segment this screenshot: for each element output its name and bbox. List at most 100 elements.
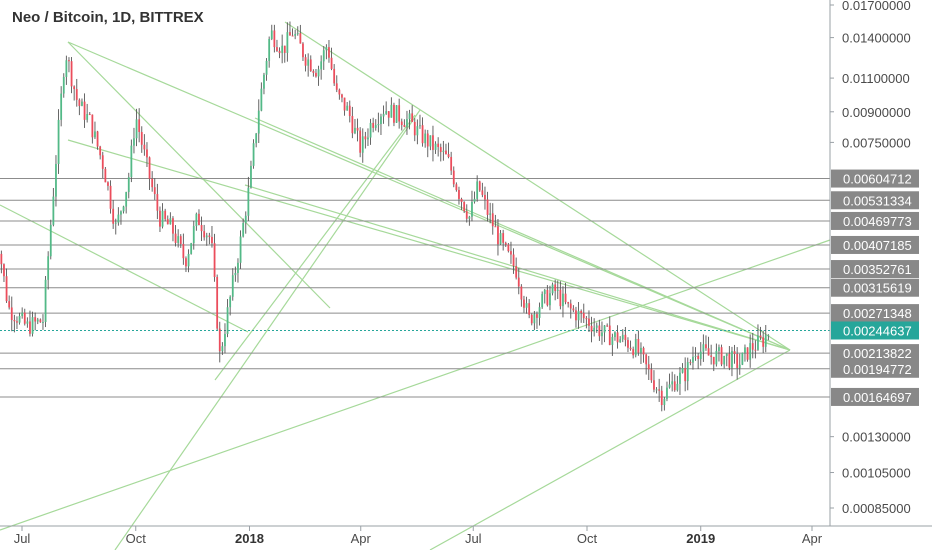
candle-body-up xyxy=(55,163,57,197)
candle-body-up xyxy=(499,233,502,245)
candle-body-up xyxy=(562,293,564,307)
candle-body-down xyxy=(564,293,567,303)
candle-body-up xyxy=(533,314,536,324)
candle-body-up xyxy=(127,177,130,193)
candle-body-up xyxy=(595,325,598,328)
candle-body-up xyxy=(434,143,437,150)
candle-body-up xyxy=(525,303,528,308)
y-tick-label: 0.00750000 xyxy=(842,135,911,150)
candle-body-up xyxy=(161,210,164,227)
candle-body-up xyxy=(354,127,356,134)
candle-body-down xyxy=(608,325,611,345)
candle-body-up xyxy=(252,143,255,166)
candle-body-down xyxy=(3,264,5,277)
candle-body-up xyxy=(424,133,427,144)
level-price-label: 0.00604712 xyxy=(843,172,912,187)
level-price-label: 0.00352761 xyxy=(843,262,912,277)
candle-body-down xyxy=(315,72,317,77)
candle-body-down xyxy=(751,343,754,350)
candle-body-up xyxy=(367,137,369,140)
candle-body-up xyxy=(294,34,297,36)
candle-body-down xyxy=(606,325,609,327)
candle-body-up xyxy=(286,32,289,53)
candle-body-down xyxy=(13,319,16,322)
candle-body-down xyxy=(68,60,70,62)
candle-body-down xyxy=(73,86,76,90)
candle-body-up xyxy=(177,236,180,243)
last-price-label-box xyxy=(831,321,919,340)
candle-body-down xyxy=(421,125,424,144)
candle-body-down xyxy=(283,45,286,53)
trendline xyxy=(429,349,791,550)
candle-body-down xyxy=(393,104,395,123)
candle-body-down xyxy=(712,356,715,365)
level-price-label: 0.00213822 xyxy=(843,346,912,361)
candle-body-down xyxy=(642,347,645,355)
candle-body-up xyxy=(205,235,208,238)
candle-body-up xyxy=(767,335,770,337)
candle-body-up xyxy=(65,60,68,77)
candle-body-up xyxy=(692,356,694,363)
candle-body-up xyxy=(122,206,125,212)
candle-body-down xyxy=(746,347,749,360)
candle-body-down xyxy=(372,122,375,128)
candle-body-down xyxy=(502,233,505,243)
candle-body-down xyxy=(213,243,216,277)
candle-body-down xyxy=(299,33,302,44)
candle-body-up xyxy=(21,312,24,316)
candle-body-up xyxy=(296,33,299,35)
level-price-label-box xyxy=(831,260,919,279)
candle-body-down xyxy=(198,213,200,226)
candle-body-down xyxy=(728,353,731,368)
y-tick-label: 0.00900000 xyxy=(842,105,911,120)
candle-body-down xyxy=(151,178,154,188)
candle-body-up xyxy=(601,332,603,337)
candle-body-up xyxy=(694,355,697,357)
candle-body-up xyxy=(681,368,684,373)
candle-body-down xyxy=(278,50,281,54)
candle-body-down xyxy=(218,328,221,352)
trendline xyxy=(67,41,791,351)
candle-body-up xyxy=(686,362,689,382)
level-price-label-box xyxy=(831,344,919,363)
candle-body-down xyxy=(398,105,401,122)
trendline xyxy=(0,239,831,531)
candle-body-up xyxy=(325,47,328,51)
candle-body-down xyxy=(216,276,219,329)
candle-body-down xyxy=(328,47,330,58)
level-price-label: 0.00271348 xyxy=(843,306,912,321)
candle-body-up xyxy=(725,353,728,356)
candle-body-down xyxy=(426,133,429,147)
candle-body-down xyxy=(351,116,354,134)
last-price-label: 0.00244637 xyxy=(843,324,912,339)
candle-body-down xyxy=(585,318,588,320)
candle-body-down xyxy=(203,231,206,238)
candle-body-up xyxy=(239,236,242,263)
candle-body-down xyxy=(211,236,213,244)
candle-body-up xyxy=(247,187,250,216)
candle-body-down xyxy=(335,83,338,90)
candle-body-down xyxy=(432,135,434,150)
candle-body-up xyxy=(473,198,476,202)
candle-body-down xyxy=(166,219,169,225)
candle-body-up xyxy=(385,111,388,114)
candle-body-down xyxy=(616,332,619,343)
candle-body-down xyxy=(515,266,518,278)
candle-body-up xyxy=(195,213,198,227)
candle-body-down xyxy=(83,101,86,120)
candle-body-up xyxy=(86,114,89,120)
candle-body-down xyxy=(762,337,765,347)
candle-body-up xyxy=(549,293,551,306)
candle-body-down xyxy=(75,89,78,100)
candle-body-up xyxy=(489,213,492,215)
candle-body-up xyxy=(114,222,117,224)
candle-body-down xyxy=(658,389,661,391)
candle-body-down xyxy=(109,185,112,209)
candle-body-down xyxy=(627,340,629,348)
candle-body-up xyxy=(135,119,138,139)
candle-body-up xyxy=(380,116,382,125)
x-tick-label: 2019 xyxy=(686,531,715,546)
candle-body-down xyxy=(546,289,549,306)
candle-body-up xyxy=(541,293,544,308)
